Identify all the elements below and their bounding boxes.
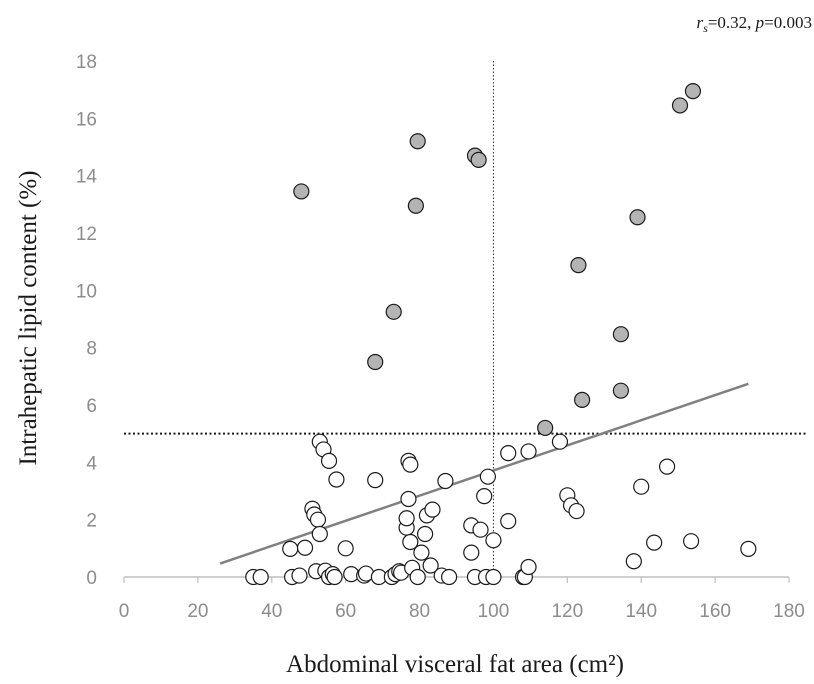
gray-data-point bbox=[293, 183, 310, 200]
white-data-point bbox=[479, 468, 497, 485]
white-data-point bbox=[291, 567, 308, 584]
r-subscript: s bbox=[703, 21, 708, 35]
white-data-point bbox=[328, 471, 345, 488]
gray-data-point bbox=[574, 391, 591, 408]
white-data-point bbox=[400, 490, 417, 508]
gray-data-point bbox=[684, 82, 702, 100]
y-tick-label: 12 bbox=[76, 224, 97, 245]
gray-data-point bbox=[570, 257, 587, 274]
gray-data-point bbox=[612, 326, 630, 343]
white-data-point bbox=[500, 445, 517, 462]
r-value: =0.32, bbox=[708, 13, 756, 32]
x-axis-title: Abdominal visceral fat area (cm²) bbox=[286, 651, 624, 678]
white-data-point bbox=[409, 568, 426, 586]
y-tick-label: 0 bbox=[86, 568, 97, 589]
white-data-point bbox=[309, 511, 327, 528]
y-tick-label: 10 bbox=[76, 281, 97, 302]
white-data-point bbox=[337, 540, 354, 557]
white-data-point bbox=[682, 533, 700, 550]
y-tick-label: 2 bbox=[86, 511, 97, 532]
y-tick-label: 8 bbox=[86, 339, 97, 360]
white-data-point bbox=[633, 478, 650, 495]
white-data-point bbox=[658, 458, 676, 475]
tick-labels: 0 20 40 60 80 100 120 140 160 180 0 2 4 6 8 10 12 14 16 18 bbox=[76, 52, 805, 622]
gray-data-point bbox=[612, 382, 630, 399]
x-tick-label: 60 bbox=[335, 601, 356, 622]
white-data-point bbox=[476, 488, 493, 505]
white-data-point bbox=[520, 558, 537, 576]
reference-lines bbox=[124, 61, 806, 577]
white-data-point bbox=[437, 472, 454, 490]
y-tick-label: 16 bbox=[76, 109, 97, 130]
gray-data-point bbox=[409, 133, 426, 150]
white-data-point bbox=[424, 501, 441, 518]
x-tick-label: 80 bbox=[409, 601, 430, 622]
white-data-point bbox=[296, 539, 314, 556]
white-data-point bbox=[740, 540, 757, 558]
white-data-point bbox=[568, 502, 585, 520]
x-tick-label: 120 bbox=[551, 601, 583, 622]
data-points bbox=[245, 82, 757, 586]
gray-data-point bbox=[671, 97, 689, 114]
x-tick-label: 160 bbox=[699, 601, 731, 622]
x-tick-label: 180 bbox=[773, 601, 805, 622]
p-value: =0.003 bbox=[764, 13, 812, 32]
white-data-point bbox=[416, 525, 434, 543]
white-data-point bbox=[441, 568, 458, 586]
r-symbol: r bbox=[697, 13, 704, 32]
p-symbol: p bbox=[755, 13, 765, 32]
white-data-point bbox=[625, 553, 642, 570]
white-data-point bbox=[413, 544, 430, 561]
white-data-point bbox=[367, 472, 384, 489]
x-tick-label: 140 bbox=[625, 601, 657, 622]
y-tick-label: 6 bbox=[86, 396, 97, 417]
white-data-point bbox=[485, 532, 502, 549]
x-tick-label: 20 bbox=[187, 601, 208, 622]
white-data-point bbox=[398, 510, 415, 527]
gray-data-point bbox=[629, 209, 646, 226]
white-data-point bbox=[282, 540, 299, 558]
x-tick-label: 0 bbox=[119, 601, 130, 622]
y-tick-label: 18 bbox=[76, 52, 97, 73]
x-tick-label: 100 bbox=[478, 601, 510, 622]
white-data-point bbox=[422, 557, 439, 574]
y-tick-label: 4 bbox=[86, 453, 97, 474]
x-tick-label: 40 bbox=[261, 601, 282, 622]
gray-data-point bbox=[537, 419, 554, 437]
white-data-point bbox=[472, 521, 489, 538]
white-data-point bbox=[311, 525, 328, 543]
y-tick-label: 14 bbox=[76, 167, 98, 188]
white-data-point bbox=[551, 433, 569, 450]
gray-data-point bbox=[470, 151, 487, 168]
gray-data-point bbox=[407, 197, 424, 214]
white-data-point bbox=[252, 568, 269, 586]
white-data-point bbox=[500, 512, 517, 530]
gray-data-point bbox=[367, 353, 384, 371]
white-data-point bbox=[646, 534, 663, 551]
white-data-point bbox=[463, 544, 480, 561]
gray-data-point bbox=[385, 303, 402, 320]
white-data-point bbox=[402, 533, 419, 551]
white-data-point bbox=[320, 452, 338, 469]
white-data-point bbox=[326, 568, 343, 586]
white-data-point bbox=[402, 456, 419, 473]
correlation-annotation: rs=0.32, p=0.003 bbox=[697, 13, 812, 35]
white-data-point bbox=[520, 443, 537, 460]
white-data-point bbox=[485, 568, 502, 586]
y-axis-title: Intrahepatic lipid content (%) bbox=[15, 170, 42, 465]
